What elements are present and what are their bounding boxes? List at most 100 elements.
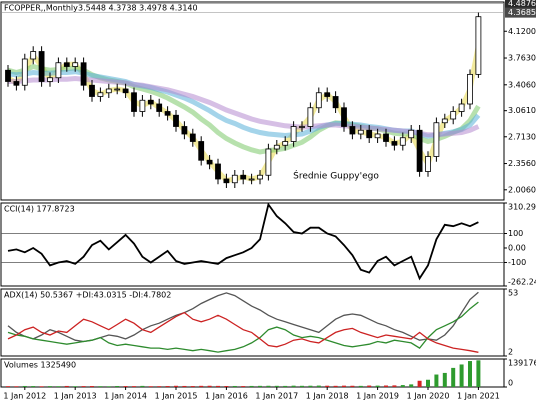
volume-bar <box>434 374 439 387</box>
candle-body <box>240 174 247 180</box>
candle-body <box>97 92 104 97</box>
volume-bar <box>308 385 313 387</box>
candle-body <box>332 96 339 109</box>
volume-bar <box>157 386 162 387</box>
indicator-line <box>7 311 479 353</box>
indicator-line <box>7 301 479 353</box>
volume-bar <box>31 386 36 387</box>
candle-body <box>248 178 255 181</box>
candle-body <box>282 141 289 146</box>
candle-body <box>63 62 70 67</box>
y-tick-label: 1391764 <box>508 359 536 368</box>
candle-body <box>231 174 238 184</box>
candle-body <box>21 58 28 86</box>
volume-bar <box>358 385 363 387</box>
candle-body <box>265 148 272 176</box>
candle-body <box>173 114 179 127</box>
candle-body <box>299 126 305 128</box>
candle-body <box>290 126 297 142</box>
candle-body <box>441 118 448 124</box>
volume-bar <box>14 386 19 387</box>
volume-bar <box>140 385 145 387</box>
volume-bar <box>241 386 246 387</box>
candle-body <box>198 141 205 161</box>
pane-title: Volumes 1325490 <box>4 361 76 370</box>
volume-bar <box>115 385 120 387</box>
candle-body <box>30 51 37 60</box>
y-tick-label: 0 <box>508 379 513 388</box>
y-tick-label: -100 <box>508 258 526 267</box>
candle-body <box>139 99 146 112</box>
x-tick-label: 1 Jan 2015 <box>155 392 198 401</box>
candle-body <box>164 111 171 116</box>
volume-bar <box>325 385 330 387</box>
price-label-box <box>505 7 536 18</box>
candle-body <box>13 81 20 86</box>
candle-body <box>72 62 79 67</box>
volume-bar <box>48 386 52 387</box>
volume-bar <box>22 385 27 387</box>
candle-body <box>374 133 381 139</box>
volume-bar <box>367 385 372 387</box>
candle-body <box>206 159 213 165</box>
volume-bar <box>190 386 195 387</box>
y-tick-label: 100 <box>508 229 523 238</box>
volume-bar <box>6 386 10 387</box>
volume-bar <box>392 385 397 387</box>
x-tick-label: 1 Jan 2017 <box>255 392 298 401</box>
volume-bar <box>468 361 472 387</box>
candle-body <box>349 126 356 135</box>
pane-frame <box>0 288 505 357</box>
candle-body <box>425 156 431 172</box>
volume-bar <box>342 385 346 387</box>
chart-title: FCOPPER,,Monthly <box>4 4 78 13</box>
y-tick-label: 3.4060 <box>508 80 536 89</box>
candle-body <box>122 88 129 94</box>
candle-body <box>55 62 62 79</box>
candle-body <box>366 129 373 139</box>
volume-bar <box>39 386 44 387</box>
candle-body <box>189 133 196 142</box>
x-tick-label: 1 Jan 2012 <box>3 392 46 401</box>
volume-bar <box>132 386 136 387</box>
candle-body <box>257 174 263 180</box>
candle-body <box>156 103 163 112</box>
volume-bar <box>207 385 212 387</box>
candle-body <box>341 107 347 127</box>
volume-bar <box>274 385 279 387</box>
volume-bar <box>283 385 288 387</box>
volume-bar <box>98 386 103 387</box>
volume-bar <box>400 385 405 387</box>
volume-bar <box>291 385 296 387</box>
pane-title: CCI(14) 177.8723 <box>4 205 75 214</box>
x-tick-label: 1 Jan 2013 <box>54 392 97 401</box>
y-tick-label: 310.2942 <box>508 203 536 212</box>
candle-body <box>215 163 221 180</box>
volume-bar <box>476 360 481 387</box>
volume-bar <box>442 372 447 387</box>
x-tick-label: 1 Jan 2014 <box>104 392 147 401</box>
y-tick-label: 3.7630 <box>508 54 536 63</box>
volume-bar <box>459 364 464 387</box>
candle-body <box>38 51 45 82</box>
volume-bar <box>409 384 414 387</box>
volume-bar <box>174 385 178 387</box>
candle-body <box>47 77 53 82</box>
candle-body <box>391 141 398 146</box>
volume-bar <box>73 386 78 387</box>
candle-body <box>89 84 95 97</box>
volume-bar <box>123 386 128 387</box>
candle-body <box>399 137 406 146</box>
volume-bar <box>90 386 94 387</box>
candle-body <box>181 126 188 135</box>
candle-body <box>114 88 121 91</box>
candle-body <box>416 129 423 172</box>
y-tick-label: 53 <box>508 289 518 298</box>
volume-bar <box>300 385 304 387</box>
y-tick-label: 2 <box>508 348 513 357</box>
volume-bar <box>384 385 388 387</box>
candle-body <box>467 73 473 105</box>
x-tick-label: 1 Jan 2016 <box>205 392 248 401</box>
